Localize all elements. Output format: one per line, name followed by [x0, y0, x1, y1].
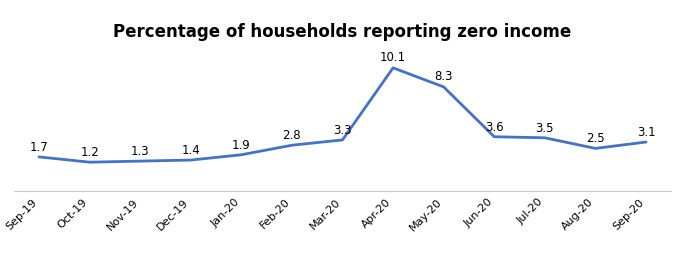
Text: 3.6: 3.6 — [485, 121, 503, 134]
Text: 1.4: 1.4 — [182, 144, 200, 157]
Text: 2.5: 2.5 — [586, 132, 605, 145]
Text: 8.3: 8.3 — [434, 70, 453, 83]
Text: 3.5: 3.5 — [536, 122, 554, 135]
Text: 1.7: 1.7 — [29, 141, 49, 154]
Text: 2.8: 2.8 — [283, 129, 301, 142]
Text: 3.3: 3.3 — [333, 124, 352, 137]
Text: 3.1: 3.1 — [636, 126, 656, 139]
Text: 1.3: 1.3 — [131, 145, 149, 158]
Title: Percentage of households reporting zero income: Percentage of households reporting zero … — [114, 23, 571, 41]
Text: 1.2: 1.2 — [80, 146, 99, 159]
Text: 10.1: 10.1 — [380, 51, 406, 64]
Text: 1.9: 1.9 — [232, 139, 251, 152]
